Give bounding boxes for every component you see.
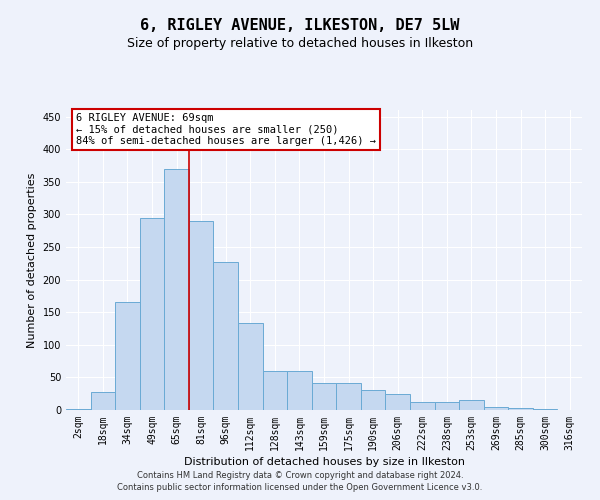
Bar — [361, 390, 385, 410]
Bar — [214, 262, 238, 410]
Bar — [484, 406, 508, 410]
Bar — [336, 382, 361, 410]
Bar — [140, 218, 164, 410]
Bar — [410, 402, 434, 410]
X-axis label: Distribution of detached houses by size in Ilkeston: Distribution of detached houses by size … — [184, 457, 464, 467]
Bar — [263, 371, 287, 410]
Text: 6 RIGLEY AVENUE: 69sqm
← 15% of detached houses are smaller (250)
84% of semi-de: 6 RIGLEY AVENUE: 69sqm ← 15% of detached… — [76, 113, 376, 146]
Bar — [115, 302, 140, 410]
Bar — [66, 408, 91, 410]
Bar — [189, 221, 214, 410]
Bar — [164, 168, 189, 410]
Bar — [459, 400, 484, 410]
Bar — [238, 324, 263, 410]
Text: Size of property relative to detached houses in Ilkeston: Size of property relative to detached ho… — [127, 38, 473, 51]
Bar — [91, 392, 115, 410]
Bar — [434, 402, 459, 410]
Bar — [385, 394, 410, 410]
Y-axis label: Number of detached properties: Number of detached properties — [27, 172, 37, 348]
Bar — [312, 382, 336, 410]
Bar — [508, 408, 533, 410]
Text: Contains HM Land Registry data © Crown copyright and database right 2024.
Contai: Contains HM Land Registry data © Crown c… — [118, 471, 482, 492]
Bar — [287, 371, 312, 410]
Text: 6, RIGLEY AVENUE, ILKESTON, DE7 5LW: 6, RIGLEY AVENUE, ILKESTON, DE7 5LW — [140, 18, 460, 32]
Bar — [533, 408, 557, 410]
